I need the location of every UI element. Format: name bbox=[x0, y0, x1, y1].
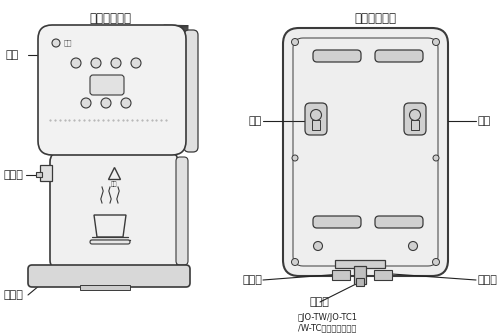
Circle shape bbox=[131, 58, 141, 68]
FancyBboxPatch shape bbox=[313, 216, 361, 228]
Circle shape bbox=[314, 242, 322, 251]
Circle shape bbox=[121, 98, 131, 108]
Text: （JO-TW/JO-TC1
/W-TC没有此排水口）: （JO-TW/JO-TC1 /W-TC没有此排水口） bbox=[298, 313, 358, 332]
Circle shape bbox=[292, 39, 298, 46]
Circle shape bbox=[408, 242, 418, 251]
FancyBboxPatch shape bbox=[375, 216, 423, 228]
FancyBboxPatch shape bbox=[283, 28, 448, 276]
Text: 面板: 面板 bbox=[5, 50, 18, 60]
Bar bbox=[312, 120, 320, 130]
FancyBboxPatch shape bbox=[90, 75, 124, 95]
Text: 侧面示意图：: 侧面示意图： bbox=[89, 12, 131, 25]
Text: 排水口: 排水口 bbox=[242, 275, 262, 285]
FancyBboxPatch shape bbox=[176, 157, 188, 265]
Bar bbox=[374, 270, 392, 280]
Bar bbox=[411, 120, 419, 130]
FancyBboxPatch shape bbox=[90, 240, 130, 244]
Circle shape bbox=[292, 155, 298, 161]
Text: 挂孔: 挂孔 bbox=[478, 116, 491, 126]
Text: 排水口: 排水口 bbox=[310, 297, 330, 307]
Text: 进水口: 进水口 bbox=[478, 275, 498, 285]
FancyBboxPatch shape bbox=[375, 50, 423, 62]
Circle shape bbox=[81, 98, 91, 108]
Bar bbox=[80, 285, 130, 290]
FancyBboxPatch shape bbox=[404, 103, 426, 135]
Circle shape bbox=[101, 98, 111, 108]
Circle shape bbox=[71, 58, 81, 68]
Circle shape bbox=[52, 39, 60, 47]
Bar bbox=[40, 165, 52, 181]
Text: 挂孔: 挂孔 bbox=[249, 116, 262, 126]
Circle shape bbox=[292, 259, 298, 266]
Circle shape bbox=[91, 58, 101, 68]
FancyBboxPatch shape bbox=[28, 265, 190, 287]
Circle shape bbox=[432, 39, 440, 46]
Bar bbox=[332, 270, 350, 280]
FancyBboxPatch shape bbox=[38, 25, 186, 155]
Text: 瑞尼: 瑞尼 bbox=[64, 40, 72, 46]
FancyBboxPatch shape bbox=[50, 152, 178, 270]
Bar bbox=[356, 278, 364, 286]
Circle shape bbox=[432, 259, 440, 266]
Text: 出水嘴: 出水嘴 bbox=[3, 170, 23, 180]
FancyBboxPatch shape bbox=[184, 30, 198, 152]
Circle shape bbox=[111, 58, 121, 68]
FancyBboxPatch shape bbox=[313, 50, 361, 62]
Circle shape bbox=[433, 155, 439, 161]
Text: 背面示意图：: 背面示意图： bbox=[354, 12, 396, 25]
Bar bbox=[354, 266, 366, 284]
Text: 接水盘: 接水盘 bbox=[3, 290, 23, 300]
FancyBboxPatch shape bbox=[305, 103, 327, 135]
Bar bbox=[36, 172, 42, 177]
Bar bbox=[335, 260, 385, 268]
Text: 热水: 热水 bbox=[111, 181, 117, 187]
